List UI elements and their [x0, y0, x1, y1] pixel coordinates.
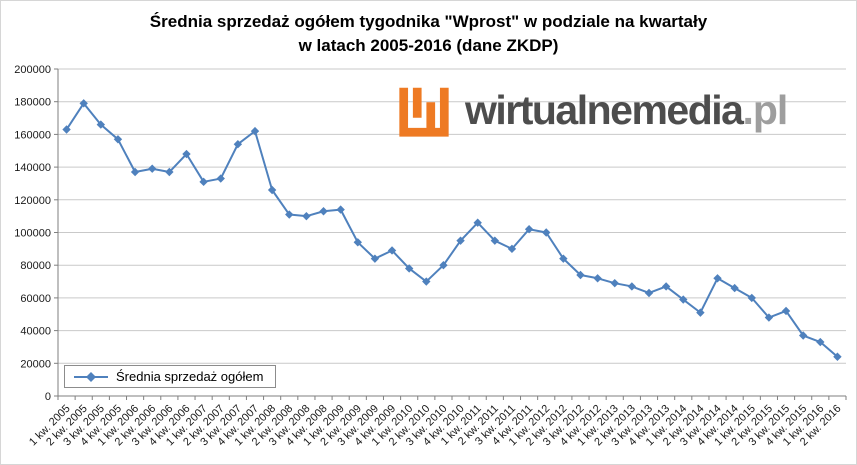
data-point-marker [798, 331, 808, 340]
y-tick-label: 200000 [14, 64, 51, 76]
data-point-marker [644, 288, 654, 298]
data-point-marker [387, 246, 397, 255]
data-point-marker [764, 313, 774, 322]
y-tick-label: 100000 [14, 228, 51, 240]
data-point-marker [370, 254, 380, 263]
legend-label: Średnia sprzedaż ogółem [116, 369, 264, 384]
data-point-marker [233, 140, 243, 149]
data-point-marker [422, 277, 431, 286]
data-point-marker [713, 274, 722, 283]
chart-title-line2: w latach 2005-2016 (dane ZKDP) [298, 36, 559, 55]
y-tick-label: 140000 [14, 162, 51, 174]
chart-title: Średnia sprzedaż ogółem tygodnika "Wpros… [1, 10, 856, 58]
data-point-marker [267, 185, 277, 195]
data-point-marker [833, 352, 842, 361]
data-point-marker [216, 174, 225, 183]
y-tick-label: 60000 [20, 293, 51, 305]
chart-title-line1: Średnia sprzedaż ogółem tygodnika "Wpros… [149, 12, 708, 31]
data-point-marker [730, 283, 739, 293]
legend-line-diamond-icon [74, 371, 108, 382]
data-point-marker [199, 177, 208, 187]
data-point-marker [79, 99, 88, 108]
data-point-marker [781, 306, 791, 316]
data-point-marker [524, 225, 534, 234]
data-point-marker [490, 236, 500, 245]
data-point-marker [696, 308, 705, 317]
data-point-marker [593, 274, 602, 283]
watermark: wirtualnemedia.pl [395, 79, 788, 141]
data-point-marker [456, 236, 465, 245]
data-point-marker [148, 164, 157, 173]
data-point-marker [439, 261, 448, 270]
data-point-marker [130, 167, 140, 177]
data-point-marker [627, 282, 637, 291]
data-point-marker [319, 207, 328, 216]
data-point-marker [661, 282, 671, 291]
data-point-marker [747, 293, 756, 303]
data-point-marker [404, 264, 414, 273]
data-point-marker [353, 238, 362, 247]
data-point-marker [507, 244, 517, 254]
series-line [65, 102, 839, 358]
data-point-marker [96, 120, 106, 129]
data-point-marker [473, 218, 482, 227]
data-point-marker [336, 205, 345, 214]
y-tick-label: 0 [45, 391, 51, 403]
data-point-marker [559, 254, 568, 263]
y-tick-label: 120000 [14, 195, 51, 207]
data-point-marker [302, 211, 311, 221]
data-point-marker [62, 125, 71, 134]
watermark-tld: .pl [742, 86, 788, 133]
data-point-marker [610, 278, 619, 288]
y-tick-label: 80000 [20, 260, 51, 272]
legend: Średnia sprzedaż ogółem [64, 365, 277, 388]
y-tick-label: 180000 [14, 97, 51, 109]
wirtualnemedia-logo-icon [399, 87, 449, 137]
data-point-marker [816, 337, 825, 347]
y-tick-label: 40000 [20, 326, 51, 338]
data-point-marker [542, 228, 551, 237]
data-point-marker [182, 149, 191, 159]
data-point-marker [113, 135, 123, 144]
data-point-marker [250, 126, 260, 136]
data-point-marker [285, 210, 294, 219]
watermark-text: wirtualnemedia.pl [465, 86, 788, 134]
data-point-marker [576, 270, 585, 280]
data-point-marker [165, 167, 174, 177]
y-tick-label: 20000 [20, 358, 51, 370]
y-tick-label: 160000 [14, 129, 51, 141]
watermark-brand: wirtualnemedia [465, 86, 744, 133]
data-point-marker [679, 295, 688, 304]
